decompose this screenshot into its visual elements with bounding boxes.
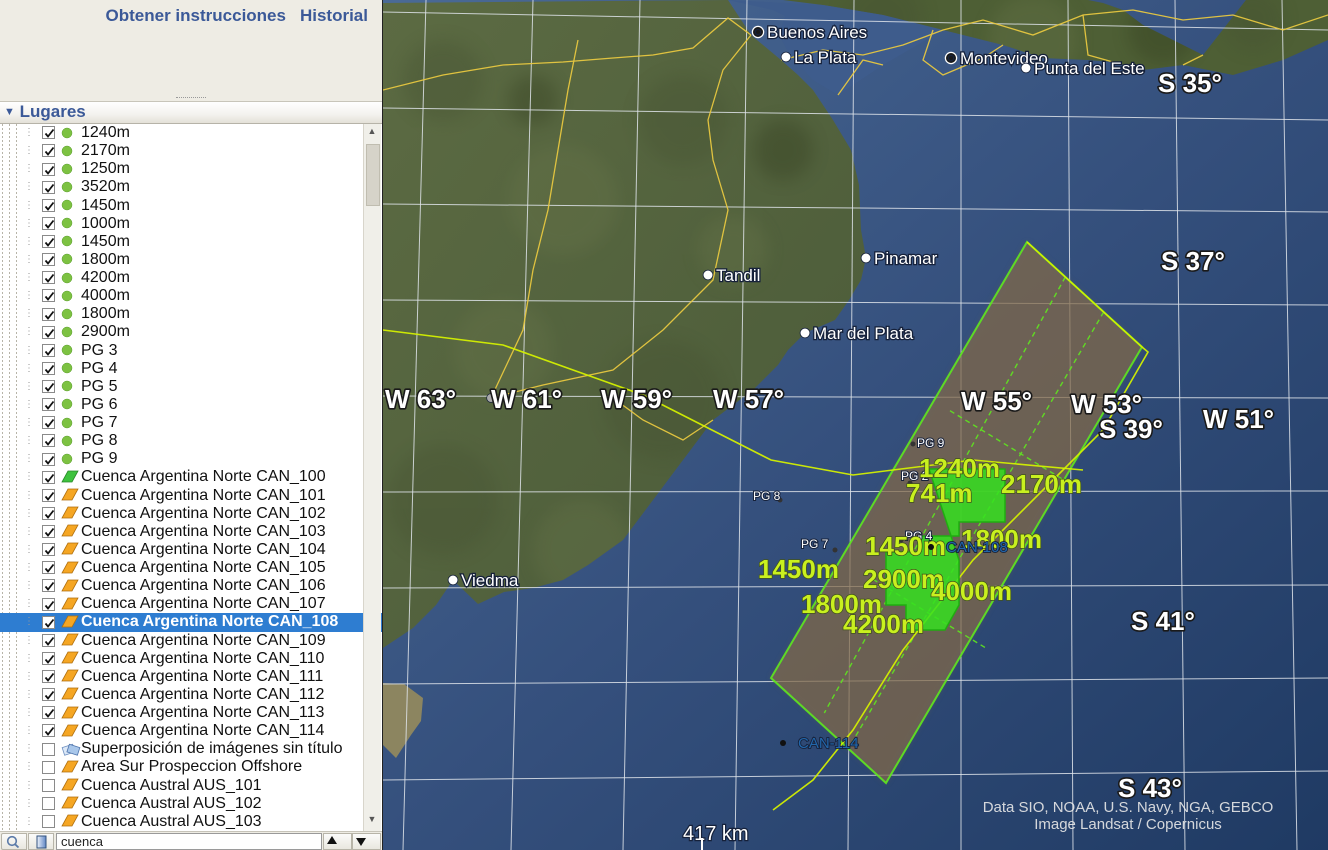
svg-text:4000m: 4000m: [931, 576, 1012, 606]
svg-text:CAN-108: CAN-108: [946, 539, 1008, 556]
svg-text:S 39°: S 39°: [1099, 414, 1163, 444]
svg-text:417 km: 417 km: [683, 823, 749, 845]
svg-text:4200m: 4200m: [843, 609, 924, 639]
svg-text:W 61°: W 61°: [491, 384, 562, 414]
svg-text:Pinamar: Pinamar: [874, 249, 938, 268]
svg-text:PG 9: PG 9: [917, 436, 945, 450]
svg-text:741m: 741m: [906, 478, 973, 508]
svg-text:W 57°: W 57°: [713, 384, 784, 414]
svg-text:W 55°: W 55°: [961, 386, 1032, 416]
svg-text:PG 7: PG 7: [801, 537, 829, 551]
svg-text:Mar del Plata: Mar del Plata: [813, 324, 914, 343]
svg-text:CAN-114: CAN-114: [798, 735, 859, 752]
svg-text:La Plata: La Plata: [794, 48, 857, 67]
svg-text:Data SIO, NOAA, U.S. Navy, NGA: Data SIO, NOAA, U.S. Navy, NGA, GEBCO: [983, 799, 1274, 816]
svg-text:S 37°: S 37°: [1161, 246, 1225, 276]
svg-text:Buenos Aires: Buenos Aires: [767, 23, 867, 42]
svg-text:Viedma: Viedma: [461, 571, 519, 590]
svg-text:Tandil: Tandil: [716, 266, 760, 285]
svg-text:1450m: 1450m: [758, 554, 839, 584]
svg-text:Punta del Este: Punta del Este: [1034, 59, 1145, 78]
svg-text:W 63°: W 63°: [385, 384, 456, 414]
svg-text:Image Landsat / Copernicus: Image Landsat / Copernicus: [1034, 816, 1222, 833]
svg-text:PG 8: PG 8: [753, 489, 781, 503]
svg-text:W 59°: W 59°: [601, 384, 672, 414]
svg-text:2170m: 2170m: [1001, 469, 1082, 499]
svg-text:S 35°: S 35°: [1158, 68, 1222, 98]
svg-text:S 41°: S 41°: [1131, 606, 1195, 636]
svg-text:W 51°: W 51°: [1203, 404, 1274, 434]
